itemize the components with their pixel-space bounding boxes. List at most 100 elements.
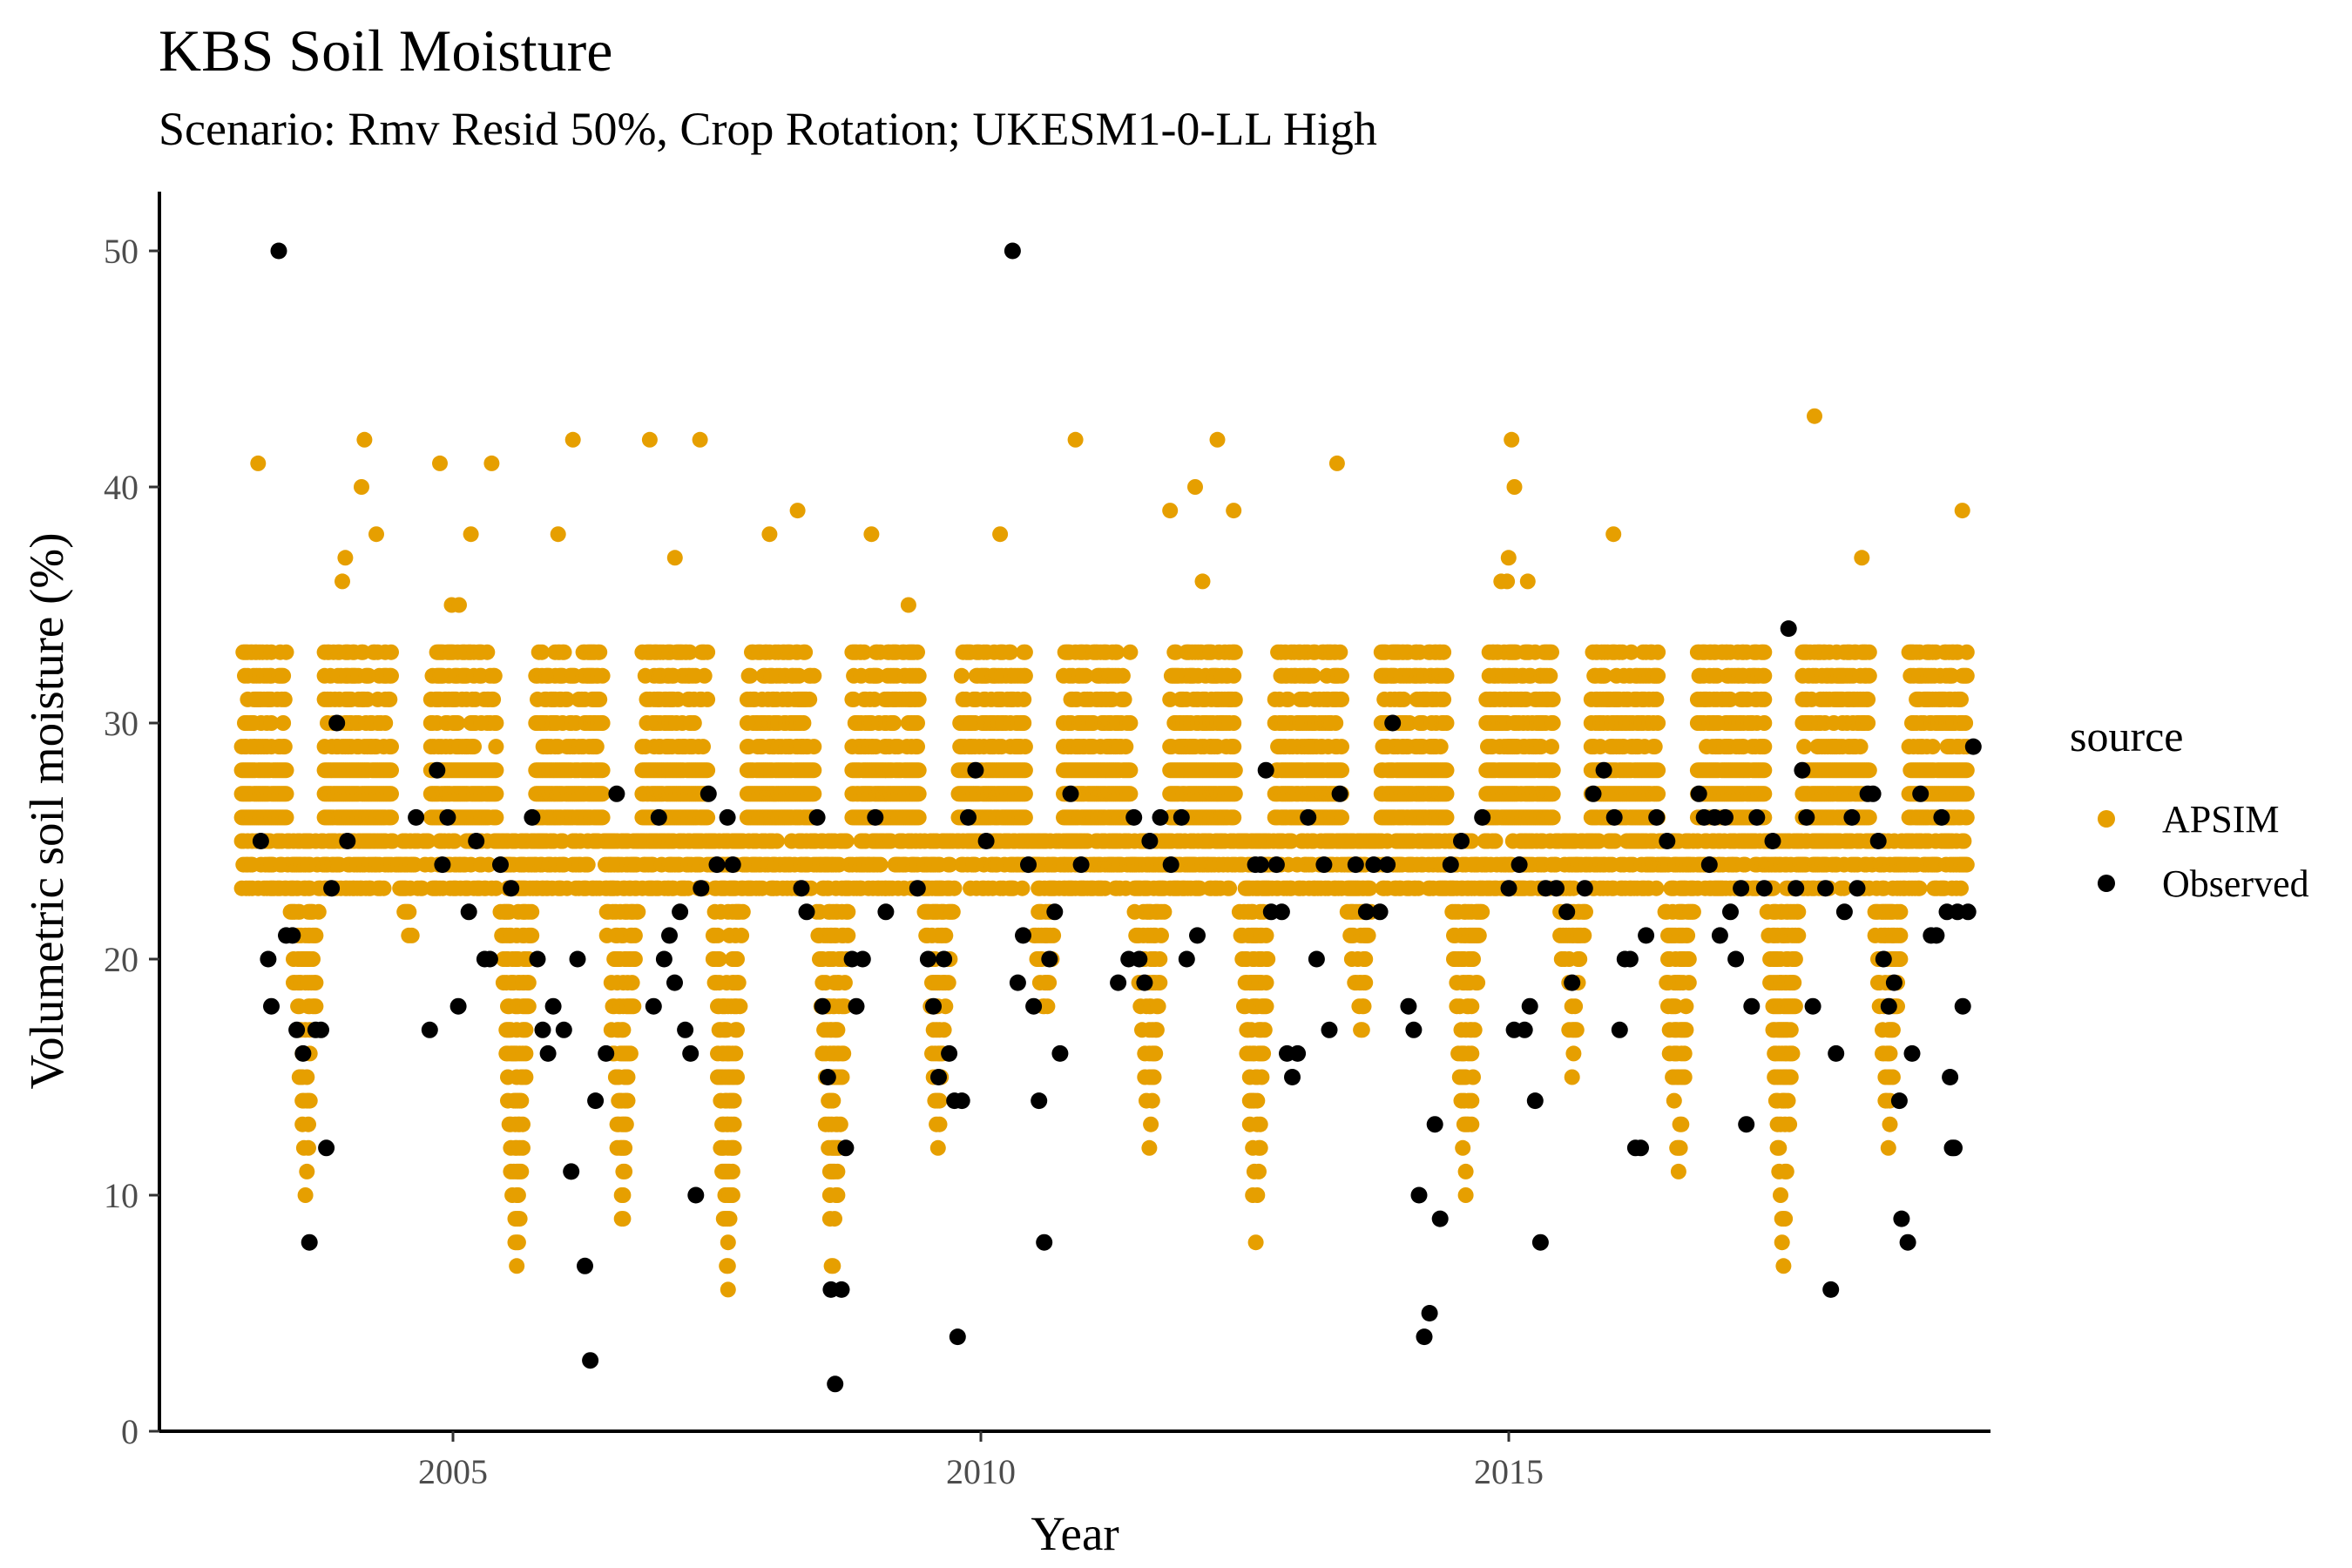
- apsim-point: [463, 526, 479, 543]
- apsim-point: [727, 1045, 744, 1062]
- apsim-point: [726, 1116, 742, 1132]
- apsim-point: [1463, 998, 1480, 1015]
- apsim-point: [1332, 644, 1348, 660]
- apsim-point: [624, 975, 640, 991]
- apsim-point: [1355, 998, 1372, 1015]
- apsim-point: [910, 786, 927, 802]
- apsim-point: [840, 903, 856, 920]
- apsim-point: [829, 1022, 846, 1038]
- apsim-point: [720, 1234, 736, 1251]
- apsim-series: [233, 408, 1975, 1298]
- apsim-point: [909, 715, 925, 731]
- apsim-point: [308, 975, 324, 991]
- apsim-point: [1226, 809, 1242, 826]
- apsim-point: [275, 715, 292, 731]
- apsim-point: [1247, 1234, 1264, 1251]
- apsim-point: [1122, 762, 1139, 779]
- apsim-point: [1258, 998, 1274, 1015]
- apsim-point: [483, 455, 500, 471]
- apsim-point: [806, 786, 822, 802]
- apsim-point: [1506, 479, 1523, 495]
- apsim-point: [626, 951, 643, 967]
- apsim-point: [1194, 573, 1211, 590]
- apsim-point: [564, 431, 581, 448]
- apsim-point: [1016, 715, 1032, 731]
- apsim-point: [700, 644, 716, 660]
- apsim-point: [1258, 975, 1274, 991]
- apsim-point: [263, 715, 280, 731]
- apsim-point: [1438, 786, 1455, 802]
- apsim-point: [686, 715, 702, 731]
- apsim-point: [1499, 573, 1516, 590]
- apsim-point: [1041, 975, 1058, 991]
- apsim-point: [1260, 951, 1276, 967]
- apsim-point: [1227, 786, 1243, 802]
- apsim-point: [1251, 1163, 1267, 1179]
- chart-title: KBS Soil Moisture: [159, 17, 613, 84]
- apsim-point: [510, 1187, 526, 1203]
- apsim-point: [383, 667, 399, 684]
- apsim-point: [579, 856, 596, 873]
- apsim-point: [299, 1163, 315, 1179]
- apsim-point: [1254, 1069, 1270, 1085]
- apsim-point: [729, 951, 745, 967]
- apsim-point: [1252, 1116, 1268, 1132]
- apsim-point: [550, 526, 566, 543]
- apsim-point: [1432, 739, 1449, 755]
- apsim-point: [863, 526, 880, 543]
- apsim-point: [1504, 431, 1520, 448]
- apsim-point: [517, 1022, 534, 1038]
- apsim-point: [1017, 667, 1033, 684]
- apsim-point: [1017, 762, 1033, 779]
- apsim-point: [1118, 739, 1134, 755]
- apsim-point: [1156, 903, 1173, 920]
- apsim-point: [909, 644, 925, 660]
- apsim-point: [1328, 715, 1344, 731]
- apsim-point: [278, 644, 294, 660]
- apsim-point: [515, 1116, 531, 1132]
- apsim-point: [940, 975, 956, 991]
- apsim-point: [1116, 691, 1132, 707]
- apsim-point: [488, 762, 504, 779]
- apsim-point: [356, 431, 373, 448]
- apsim-point: [335, 573, 350, 590]
- apsim-point: [594, 762, 611, 779]
- apsim-point: [278, 762, 294, 779]
- apsim-point: [835, 1045, 852, 1062]
- apsim-point: [1436, 644, 1452, 660]
- apsim-point: [729, 1069, 745, 1085]
- apsim-point: [1438, 667, 1455, 684]
- apsim-point: [720, 1281, 736, 1298]
- apsim-point: [354, 479, 369, 495]
- apsim-point: [1470, 975, 1486, 991]
- apsim-point: [1226, 739, 1242, 755]
- apsim-point: [485, 691, 502, 707]
- apsim-point: [524, 903, 540, 920]
- apsim-point: [511, 1211, 528, 1227]
- apsim-point: [451, 597, 467, 613]
- apsim-point: [1465, 1069, 1481, 1085]
- apsim-point: [375, 880, 392, 896]
- apsim-point: [827, 1211, 842, 1227]
- apsim-point: [617, 1139, 633, 1156]
- apsim-point: [1017, 786, 1033, 802]
- apsim-point: [872, 856, 889, 873]
- apsim-point: [446, 833, 463, 849]
- apsim-point: [1500, 550, 1517, 566]
- apsim-point: [1357, 975, 1374, 991]
- apsim-point: [797, 644, 814, 660]
- apsim-point: [931, 1116, 948, 1132]
- apsim-point: [556, 644, 572, 660]
- apsim-point: [936, 1022, 952, 1038]
- apsim-point: [1146, 1069, 1162, 1085]
- apsim-point: [1017, 739, 1033, 755]
- apsim-point: [806, 739, 822, 755]
- apsim-point: [834, 1069, 850, 1085]
- apsim-point: [509, 1258, 525, 1274]
- apsim-point: [301, 1139, 316, 1156]
- apsim-point: [278, 786, 294, 802]
- apsim-point: [1144, 1092, 1160, 1109]
- apsim-point: [276, 739, 293, 755]
- apsim-point: [275, 667, 292, 684]
